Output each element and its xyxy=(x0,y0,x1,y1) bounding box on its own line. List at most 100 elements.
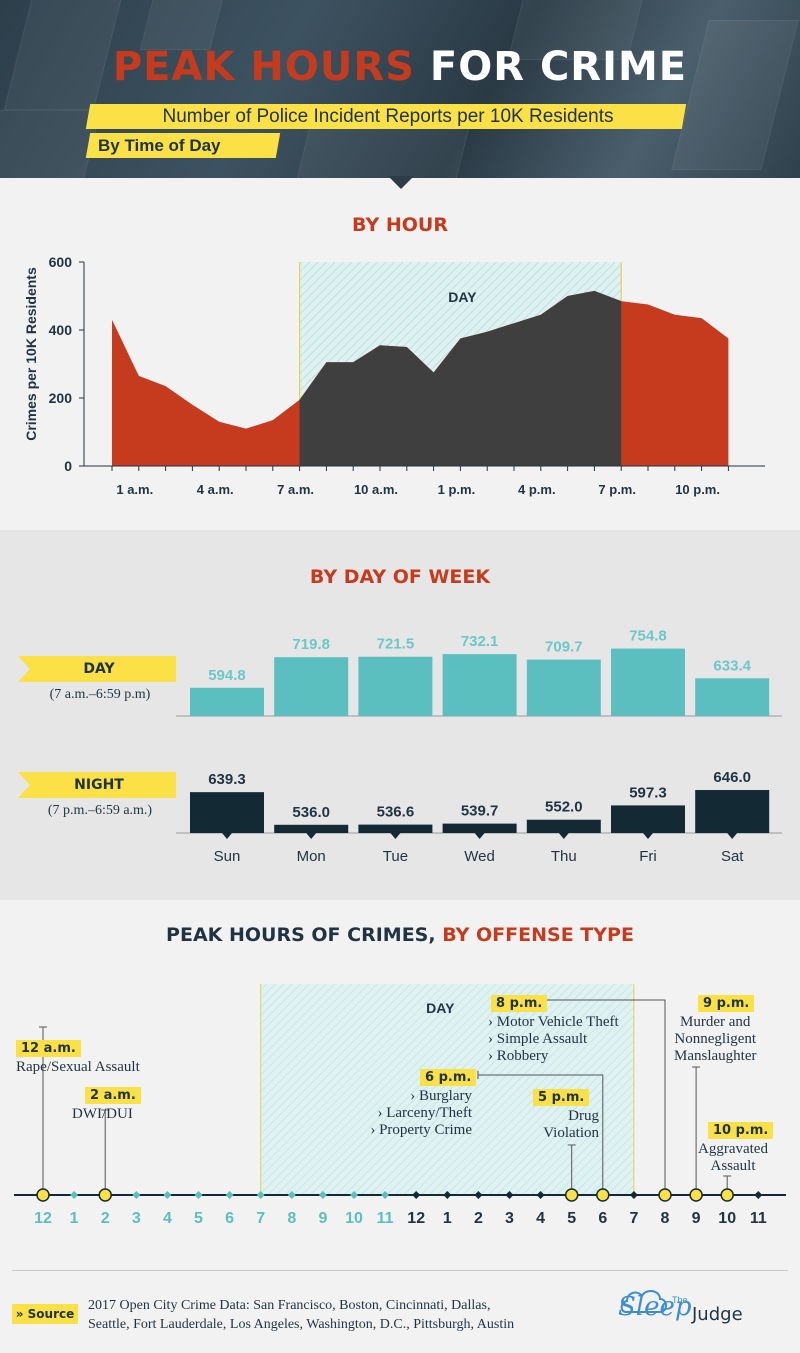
y-tick-label: 0 xyxy=(64,458,72,474)
peak-offense-desc: DWI/DUI xyxy=(72,1106,133,1123)
day-bar xyxy=(274,657,349,716)
subtitle: Number of Police Incident Reports per 10… xyxy=(162,106,614,127)
peak-offense-line: Murder and xyxy=(680,1014,751,1030)
hour-label: 6 xyxy=(598,1210,607,1227)
title-rest: FOR CRIME xyxy=(429,44,688,90)
source-badge: » Source xyxy=(12,1304,78,1324)
night-bar-pointer xyxy=(474,833,485,839)
hour-marker xyxy=(256,1191,265,1199)
hour-point xyxy=(727,337,729,339)
hour-point xyxy=(513,322,515,324)
hour-point xyxy=(379,344,381,346)
hour-label: 3 xyxy=(132,1210,141,1227)
offense-title-part2: BY OFFENSE TYPE xyxy=(442,924,634,946)
hour-point xyxy=(352,361,354,363)
peak-offense-line: › Larceny/Theft xyxy=(377,1105,472,1121)
hour-marker xyxy=(474,1191,483,1199)
hour-marker xyxy=(287,1191,296,1199)
night-bar xyxy=(190,792,264,833)
day-region-label: DAY xyxy=(426,1000,455,1016)
night-bar-label: 639.3 xyxy=(208,771,246,788)
hour-label: 4 xyxy=(536,1210,545,1227)
peak-connector xyxy=(545,999,666,1189)
hour-point xyxy=(164,385,166,387)
day-bar-label: 594.8 xyxy=(208,667,246,684)
hour-label: 4 xyxy=(163,1210,172,1227)
day-bar-label: 719.8 xyxy=(292,636,330,653)
night-label: NIGHT xyxy=(74,777,124,793)
day-bar-label: 754.8 xyxy=(629,628,667,645)
hour-marker xyxy=(536,1191,545,1199)
hour-marker xyxy=(412,1191,421,1199)
hour-label: 12 xyxy=(407,1210,425,1227)
hour-label: 10 xyxy=(345,1210,363,1227)
hour-point xyxy=(432,371,434,373)
hour-point xyxy=(406,346,408,348)
hour-marker xyxy=(318,1191,327,1199)
hour-marker xyxy=(381,1191,390,1199)
source-line-1: 2017 Open City Crime Data: San Francisco… xyxy=(88,1298,491,1313)
by-hour-title: BY HOUR xyxy=(352,214,448,236)
hour-point xyxy=(700,317,702,319)
night-bar-pointer xyxy=(222,833,232,839)
hour-label: 8 xyxy=(287,1210,296,1227)
hour-marker xyxy=(629,1191,638,1199)
y-tick-label: 400 xyxy=(49,322,73,338)
weekday-label: Wed xyxy=(464,848,495,865)
cloud-logo-icon xyxy=(620,1290,667,1313)
peak-offense-line: Nonnegligent xyxy=(674,1031,757,1047)
weekday-label: Sun xyxy=(214,848,241,865)
peak-marker xyxy=(689,1188,703,1202)
night-label-badge xyxy=(18,772,176,798)
hour-label: 9 xyxy=(692,1210,701,1227)
offense-title-part1: PEAK HOURS OF CRIMES, xyxy=(166,924,436,946)
page-title: PEAK HOURS FOR CRIME xyxy=(0,44,800,90)
day-bar xyxy=(611,648,685,716)
day-bar xyxy=(526,659,601,716)
title-highlight: PEAK HOURS xyxy=(112,44,415,90)
hour-label: 1 xyxy=(70,1210,79,1227)
peak-offense-line: Aggravated xyxy=(698,1141,768,1157)
hour-point xyxy=(593,290,595,292)
x-tick-label: 4 p.m. xyxy=(518,482,556,497)
hour-point xyxy=(647,303,649,305)
night-bar-pointer xyxy=(306,833,317,839)
peak-offense-line: Drug xyxy=(568,1108,599,1124)
weekday-label: Sat xyxy=(721,848,744,865)
peak-offense-desc: Murder and Nonnegligent Manslaughter xyxy=(674,1014,756,1065)
day-label: DAY xyxy=(83,661,115,677)
night-bar-pointer xyxy=(558,833,569,839)
weekday-label: Thu xyxy=(551,848,577,865)
hour-marker xyxy=(163,1191,172,1199)
hour-point xyxy=(138,375,140,377)
hour-marker xyxy=(505,1191,514,1199)
peak-time-tag: 8 p.m. xyxy=(491,995,548,1012)
peak-offense-line: › Simple Assault xyxy=(488,1031,588,1047)
hour-label: 1 xyxy=(443,1210,452,1227)
header-pointer xyxy=(388,176,414,189)
y-tick-label: 200 xyxy=(49,390,73,406)
hour-point xyxy=(674,314,676,316)
x-tick-label: 10 p.m. xyxy=(675,482,720,497)
hour-point xyxy=(245,427,247,429)
peak-offense-desc: Drug Violation xyxy=(543,1108,599,1142)
hour-point xyxy=(620,300,622,302)
hour-marker xyxy=(443,1191,452,1199)
peak-marker xyxy=(596,1188,610,1202)
peak-marker xyxy=(564,1188,579,1202)
night-bar-label: 646.0 xyxy=(713,769,751,786)
hour-point xyxy=(298,399,300,401)
hour-label: 2 xyxy=(101,1210,110,1227)
peak-marker xyxy=(36,1188,50,1202)
peak-time-tag: 9 p.m. xyxy=(698,995,755,1012)
hour-point xyxy=(459,337,461,339)
peak-connector xyxy=(478,1074,604,1189)
subtitle2: By Time of Day xyxy=(98,136,221,155)
day-label-badge xyxy=(18,656,176,682)
footer-divider xyxy=(12,1270,788,1271)
hour-label: 8 xyxy=(661,1210,670,1227)
x-tick-label: 1 p.m. xyxy=(438,482,476,497)
night-bar xyxy=(358,824,433,833)
hour-label: 12 xyxy=(34,1210,52,1227)
